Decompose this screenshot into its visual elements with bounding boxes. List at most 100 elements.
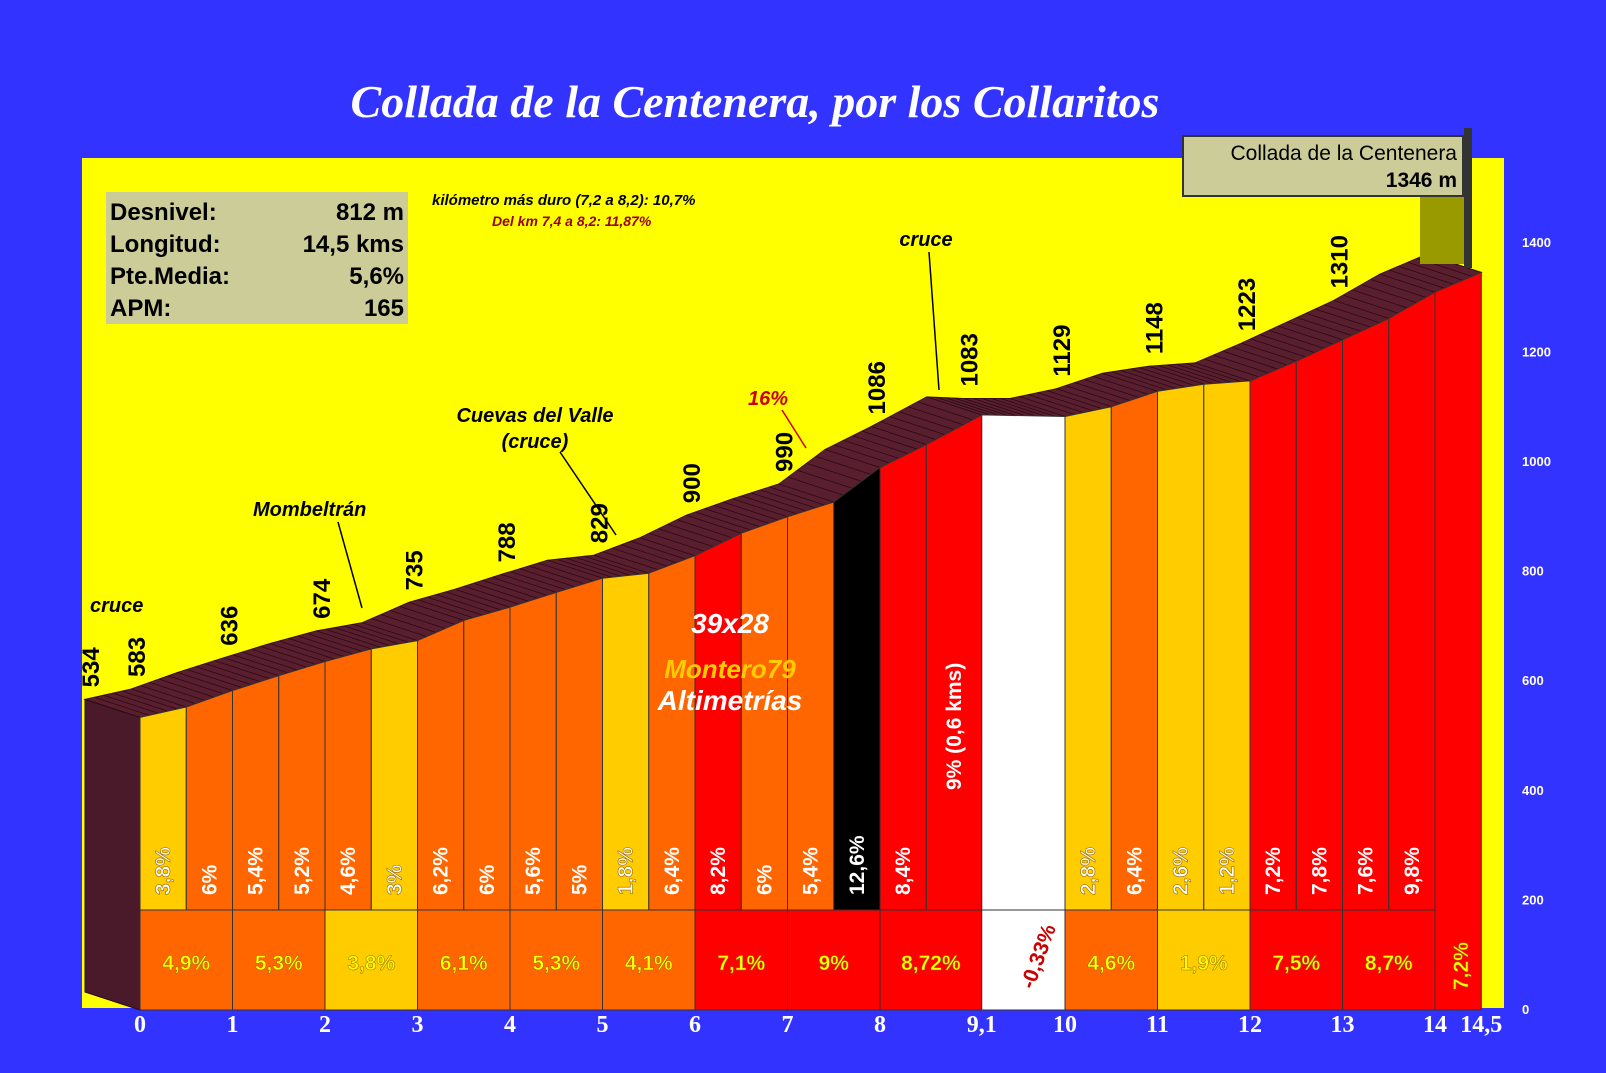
stats-box: Desnivel: 812 m Longitud: 14,5 kms Pte.M… [106,192,408,324]
ridge-hatch [158,678,215,698]
ridge-hatch [797,469,853,489]
place-label-cruce-start: cruce [90,595,143,617]
ridge-hatch [1148,365,1204,385]
altitude-label: 1223 [1234,278,1261,331]
ridge-hatch [1241,342,1297,362]
place-label-cuevas-cruce: (cruce) [502,431,569,453]
km-bar [1249,909,1343,1011]
altitude-label: 788 [494,522,521,562]
x-tick-label: 8 [874,1012,886,1038]
ridge-hatch [852,435,908,455]
stat-value: 14,5 kms [303,231,404,258]
half-km-grade-label: 3% [383,864,406,895]
half-km-bar [1249,360,1297,911]
km-grade-label: 8,72% [901,952,961,975]
half-km-bar [463,606,511,911]
ridge-hatch [343,625,400,645]
ridge-hatch [1268,329,1325,349]
ridge-hatch [1046,390,1103,410]
ridge-hatch [112,692,168,712]
half-km-grade-label: 7,8% [1308,847,1331,895]
km-bar [417,909,511,1011]
ridge-hatch [94,696,150,716]
ridge-hatch [982,398,1038,417]
half-km-grade-label: 6,4% [1123,847,1146,895]
ridge-hatch [954,397,1010,417]
altitude-label: 829 [587,503,614,543]
km-grade-label: 5,3% [255,952,303,975]
half-km-bar [555,577,603,911]
km-grade-label: 4,6% [1087,952,1135,975]
ridge-hatch [963,398,1019,417]
ridge-hatch [686,514,742,534]
ridge-hatch [1222,350,1278,370]
km-grade-label: 6,1% [440,952,488,975]
stat-value: 5,6% [349,263,404,290]
x-tick-label: 14 [1423,1012,1447,1038]
half-km-bar [1157,383,1205,911]
km-grade-label: 5,3% [532,952,580,975]
pointer-line [559,451,617,536]
half-km-grade-label: 1,8% [615,847,638,895]
y-tick-label: 800 [1522,564,1544,579]
km-grade-label: 8,7% [1365,952,1413,975]
ridge-hatch [1093,375,1149,395]
x-tick-label: 9,1 [967,1012,997,1038]
ridge-hatch [1250,338,1306,358]
x-tick-label: 11 [1146,1012,1169,1038]
x-tick-label: 2 [319,1012,331,1038]
half-km-bar [1203,380,1251,911]
watermark-gearing: 39x28 [691,608,769,639]
ridge-hatch [1352,289,1408,309]
ridge-hatch [121,690,178,710]
ridge-hatch [242,651,298,671]
ridge-hatch [353,623,409,643]
ridge-hatch [491,577,548,596]
ridge-hatch [695,511,751,531]
ridge-hatch [898,411,955,431]
altitude-label: 1086 [864,361,891,414]
ridge-hatch [390,610,446,629]
ridge-hatch [732,498,788,518]
km-grade-label: 3,8% [347,952,395,975]
km-bar [324,909,418,1011]
summit-name: Collada de la Centenera [1231,142,1458,165]
x-tick-label: 4 [504,1012,516,1038]
ridge-hatch [1019,396,1075,415]
altitude-label: 674 [309,578,336,619]
km-bar [694,909,788,1011]
pointer-line [337,521,363,609]
ridge-hatch [445,591,501,611]
ridge-hatch [103,694,159,714]
x-tick-label: 3 [412,1012,424,1038]
ridge-hatch [834,444,890,464]
ridge-hatch [1185,363,1241,382]
ridge-hatch [1204,358,1260,378]
ridge-hatch [1287,321,1343,341]
half-km-grade-label: 7,2% [1262,847,1285,895]
ridge-hatch [917,401,973,421]
ridge-hatch [380,614,437,633]
ridge-hatch [519,568,575,588]
ridge-hatch [889,416,945,435]
km-bar [232,909,326,1011]
y-tick-label: 200 [1522,892,1544,907]
ridge-hatch [1259,334,1315,353]
ridge-hatch [371,618,427,637]
km-bar [509,909,603,1011]
half-km-grade-label: 2,8% [1077,847,1100,895]
watermark-author: Montero79 [664,654,796,684]
ridge-hatch [528,565,585,585]
ridge-hatch [1028,394,1084,413]
ridge-hatch [1167,364,1223,384]
ridge-hatch [723,501,779,521]
half-km-grade-label: 1,2% [1216,847,1239,895]
ridge-hatch [1398,265,1454,285]
ridge-hatch [131,688,187,708]
km-grade-label: 7,2% [1450,942,1473,990]
ridge-hatch [843,439,899,459]
x-tick-label: 10 [1053,1012,1077,1038]
summit-box: Collada de la Centenera 1346 m [1182,128,1472,268]
km-bar [1157,909,1251,1011]
